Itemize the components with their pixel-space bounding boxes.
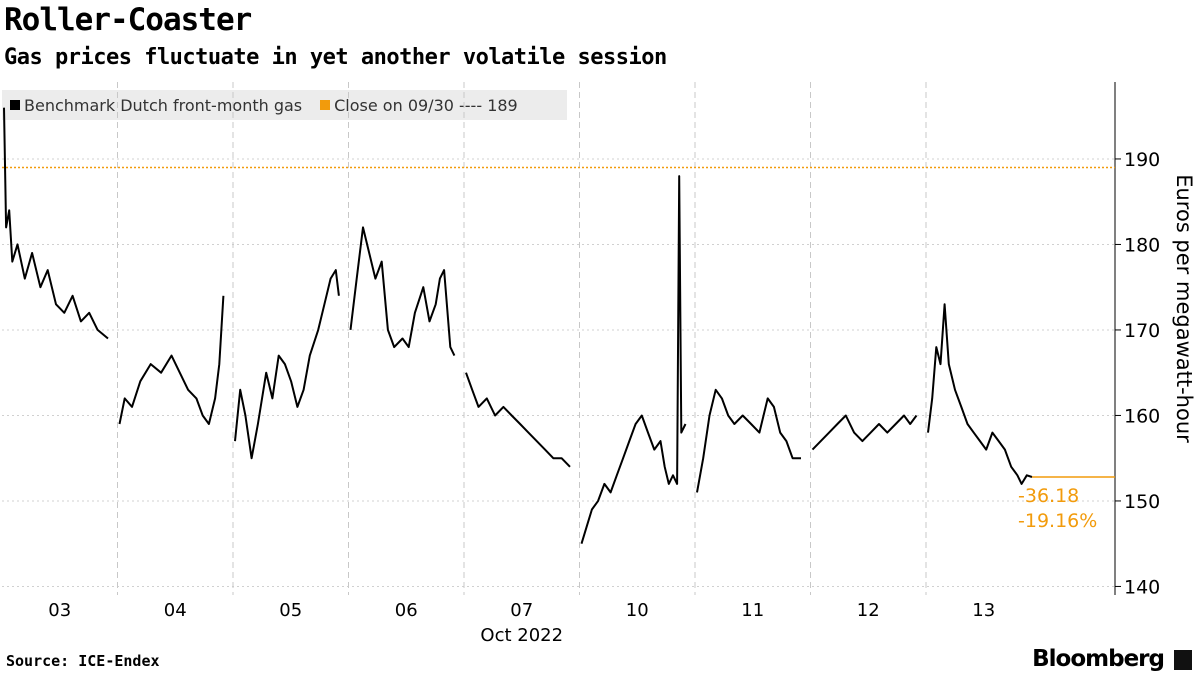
bloomberg-terminal-icon: [1174, 650, 1192, 670]
series-segment-06: [349, 226, 456, 357]
series-segment-11: [696, 388, 801, 493]
y-tick-label-160: 160: [1124, 405, 1160, 427]
chart-subtitle: Gas prices fluctuate in yet another vola…: [4, 45, 667, 70]
chart-title: Roller-Coaster: [4, 2, 252, 38]
y-tick-label-150: 150: [1124, 491, 1160, 513]
change-abs-label: -36.18: [1018, 485, 1079, 507]
y-tick-label-190: 190: [1124, 149, 1160, 171]
y-tick-label-170: 170: [1124, 320, 1160, 342]
y-tick-label-180: 180: [1124, 234, 1160, 256]
legend-swatch-close-icon: [320, 100, 331, 110]
legend-item-series: Benchmark Dutch front-month gas: [10, 96, 302, 115]
y-tick-label-140: 140: [1124, 576, 1160, 598]
legend-swatch-series-icon: [10, 100, 20, 110]
y-axis-label: Euros per megawatt-hour: [1172, 174, 1196, 443]
x-tick-label-07: 07: [510, 600, 533, 621]
legend-item-close: Close on 09/30 ---- 189: [320, 96, 518, 115]
x-tick-label-10: 10: [626, 600, 649, 621]
x-tick-label-03: 03: [48, 600, 71, 621]
x-tick-label-05: 05: [279, 600, 302, 621]
series-segment-05: [234, 269, 340, 460]
legend-label-close: Close on 09/30 ---- 189: [334, 95, 518, 115]
x-axis-label: Oct 2022: [480, 625, 563, 646]
x-tick-label-13: 13: [972, 600, 995, 621]
source-note: Source: ICE-Endex: [6, 652, 160, 670]
series-segment-03: [3, 107, 109, 340]
legend: Benchmark Dutch front-month gas Close on…: [2, 90, 567, 120]
brand-logo: Bloomberg: [1032, 646, 1165, 672]
series-segment-10: [580, 175, 687, 544]
series-segment-12: [811, 414, 918, 451]
series-segment-04: [118, 295, 225, 425]
x-tick-label-06: 06: [395, 600, 418, 621]
series-segment-13: [927, 303, 1033, 485]
change-pct-label: -19.16%: [1018, 510, 1097, 532]
series-segment-07: [465, 372, 571, 468]
x-tick-label-11: 11: [741, 600, 764, 621]
x-tick-label-12: 12: [857, 600, 880, 621]
legend-label-series: Benchmark Dutch front-month gas: [24, 95, 303, 115]
x-tick-label-04: 04: [164, 600, 187, 621]
